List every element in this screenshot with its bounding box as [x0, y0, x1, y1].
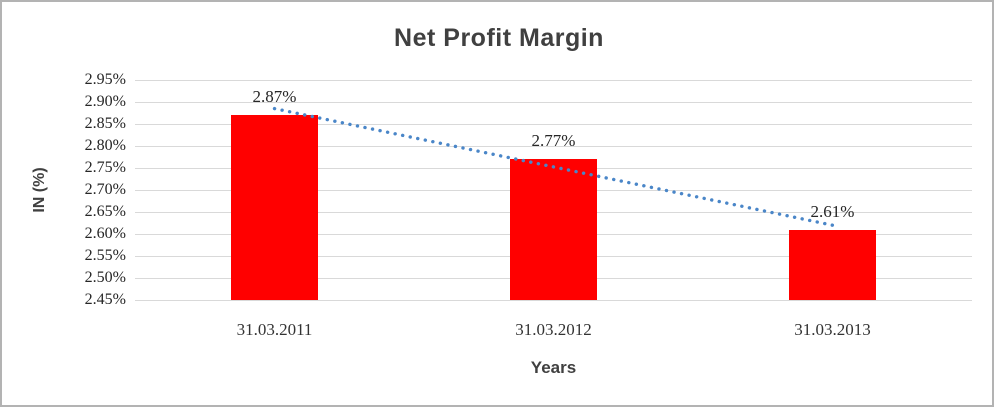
data-label: 2.77% — [531, 131, 576, 151]
plot-area: 2.95% 2.90% 2.85% 2.80% 2.75% 2.70% 2.65% 2.60%… — [85, 71, 972, 339]
y-axis-title: IN (%) — [31, 167, 48, 213]
gridline — [135, 102, 972, 103]
y-tick-label: 2.70% — [84, 181, 126, 198]
x-axis-title: Years — [530, 358, 577, 377]
y-tick-label: 2.80% — [84, 137, 126, 154]
y-tick-label: 2.95% — [84, 71, 126, 88]
x-tick-label: 31.03.2011 — [236, 320, 313, 339]
x-tick-label: 31.03.2013 — [794, 320, 871, 339]
gridline — [135, 80, 972, 81]
gridline — [135, 300, 972, 301]
bar-31.03.2012 — [510, 159, 597, 300]
y-tick-label: 2.50% — [84, 269, 126, 286]
y-tick-label: 2.85% — [84, 115, 126, 132]
y-tick-label: 2.45% — [84, 291, 126, 308]
y-tick-label: 2.75% — [84, 159, 126, 176]
chart-title: Net Profit Margin — [394, 24, 604, 52]
y-tick-label: 2.60% — [84, 225, 126, 242]
bar-31.03.2013 — [789, 229, 876, 300]
data-label: 2.87% — [252, 87, 297, 107]
y-tick-label: 2.55% — [84, 247, 126, 264]
y-tick-label: 2.90% — [84, 93, 126, 110]
y-tick-label: 2.65% — [84, 203, 126, 220]
bar-31.03.2011 — [231, 115, 318, 300]
data-label: 2.61% — [810, 201, 855, 221]
x-tick-label: 31.03.2012 — [515, 320, 592, 339]
